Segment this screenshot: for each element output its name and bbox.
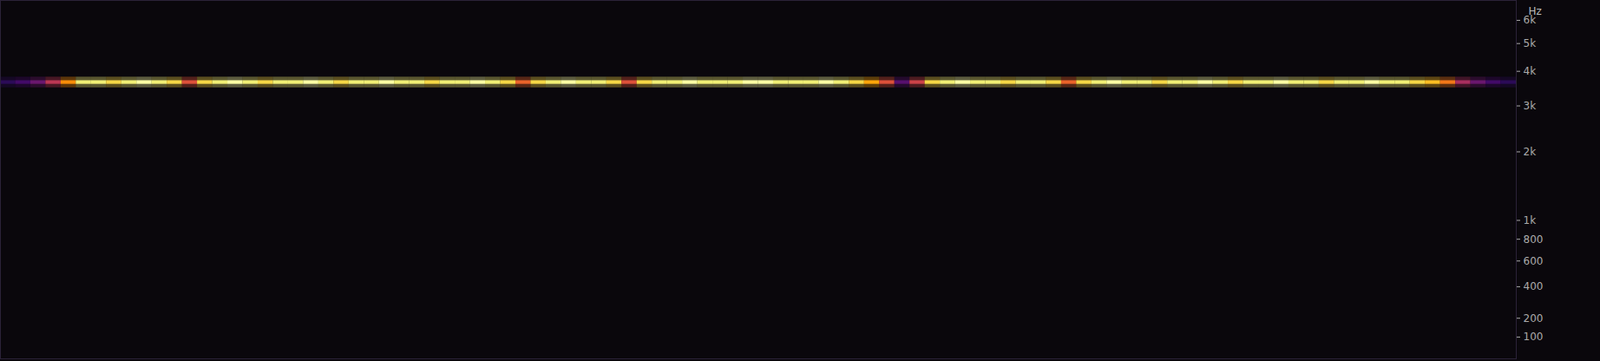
svg-text:Hz: Hz — [1528, 5, 1542, 18]
svg-text:3k: 3k — [1523, 99, 1537, 112]
svg-text:200: 200 — [1523, 312, 1544, 325]
svg-text:600: 600 — [1523, 255, 1544, 268]
svg-text:800: 800 — [1523, 233, 1544, 246]
svg-text:2k: 2k — [1523, 145, 1537, 158]
svg-text:1k: 1k — [1523, 214, 1537, 227]
svg-text:5k: 5k — [1523, 37, 1537, 50]
svg-text:6k: 6k — [1523, 14, 1536, 27]
svg-text:100: 100 — [1523, 330, 1544, 343]
svg-text:400: 400 — [1523, 280, 1544, 293]
svg-text:4k: 4k — [1523, 65, 1537, 78]
